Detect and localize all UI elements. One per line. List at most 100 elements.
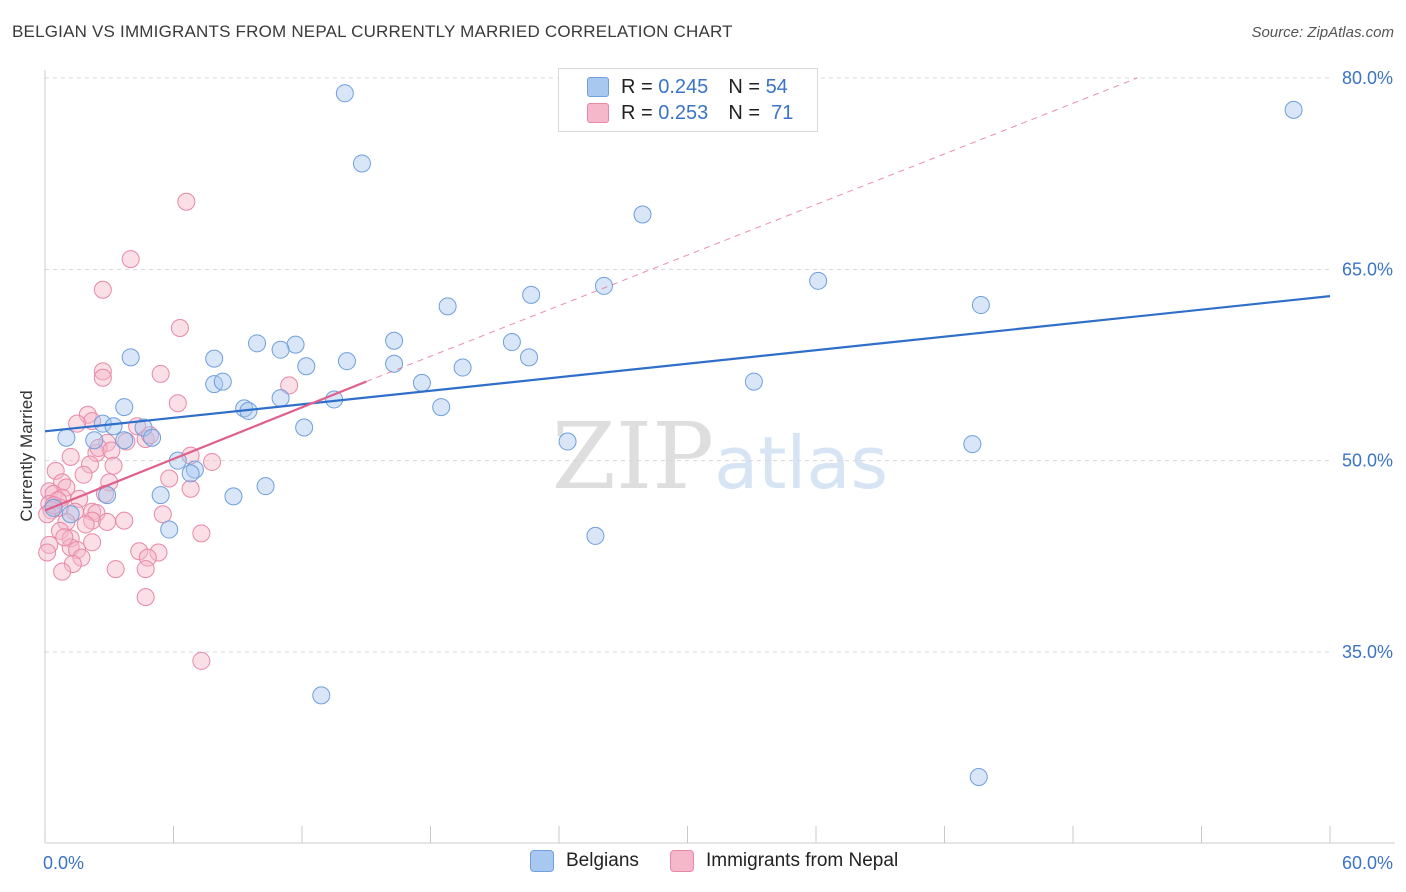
- belgian-point: [432, 398, 451, 417]
- nepal-point: [74, 465, 93, 484]
- belgian-point: [271, 389, 290, 408]
- x-tick-label: 60.0%: [1342, 853, 1393, 873]
- belgian-point: [558, 432, 577, 451]
- nepal-point: [181, 479, 200, 498]
- belgian-point: [205, 349, 224, 368]
- nepal-point: [93, 368, 112, 387]
- legend-n-label: N =: [728, 101, 760, 124]
- belgian-point: [160, 520, 179, 539]
- belgian-point: [335, 84, 354, 103]
- belgian-point: [271, 340, 290, 359]
- x-tick-label: 0.0%: [43, 853, 84, 873]
- nepal-point: [192, 651, 211, 670]
- belgian-point: [115, 398, 134, 417]
- nepal-point: [102, 441, 121, 460]
- belgian-point: [312, 686, 331, 705]
- nepal-point: [55, 528, 74, 547]
- x-tick-labels: 0.0% 60.0%: [43, 853, 1393, 873]
- belgian-point: [213, 372, 232, 391]
- bottom-legend-belgians: Belgians: [530, 850, 639, 872]
- belgian-point: [121, 348, 140, 367]
- grid-lines: [45, 77, 1330, 653]
- belgian-point: [520, 348, 539, 367]
- y-tick-label: 50.0%: [1342, 451, 1393, 471]
- nepal-point: [53, 562, 72, 581]
- nepal-point: [192, 524, 211, 543]
- belgian-point: [522, 285, 541, 304]
- belgian-point: [809, 271, 828, 290]
- belgian-point: [85, 431, 104, 450]
- watermark-atlas: atlas: [714, 421, 888, 505]
- nepal-point: [83, 533, 102, 552]
- legend-r-value: 0.253: [658, 101, 709, 124]
- belgian-point: [337, 352, 356, 371]
- bottom-legend-swatch-belgians: [530, 850, 554, 872]
- belgian-point: [963, 435, 982, 454]
- nepal-point: [151, 364, 170, 383]
- y-tick-label: 65.0%: [1342, 259, 1393, 279]
- nepal-point: [153, 505, 172, 524]
- nepal-point: [63, 554, 82, 573]
- belgian-point: [438, 297, 457, 316]
- legend-row-belgians: R = 0.245 N = 54: [587, 74, 788, 100]
- legend-row-nepal: R = 0.253 N = 71: [587, 100, 793, 126]
- belgian-point: [969, 768, 988, 787]
- bottom-legend-label: Immigrants from Nepal: [706, 850, 899, 871]
- belgian-point: [586, 526, 605, 545]
- nepal-point: [80, 455, 99, 474]
- belgian-point: [297, 357, 316, 376]
- nepal-point: [93, 362, 112, 381]
- belgian-point: [453, 358, 472, 377]
- nepal-point: [46, 461, 65, 480]
- legend-r-label: R =: [621, 101, 653, 124]
- axes: [44, 70, 1395, 844]
- nepal-point: [149, 543, 168, 562]
- legend-n-value: 54: [765, 75, 788, 98]
- nepal-point: [106, 560, 125, 579]
- legend-n-label: N =: [728, 75, 760, 98]
- belgian-point: [295, 418, 314, 437]
- nepal-point: [115, 511, 134, 530]
- nepal-point: [170, 319, 189, 338]
- belgian-point: [248, 334, 267, 353]
- nepal-point: [38, 543, 57, 562]
- nepal-point: [121, 250, 140, 269]
- belgian-point: [385, 331, 404, 350]
- nepal-point: [136, 588, 155, 607]
- belgian-point: [286, 335, 305, 354]
- source-label: Source: ZipAtlas.com: [1251, 24, 1394, 41]
- y-tick-label: 35.0%: [1342, 642, 1393, 662]
- bottom-legend-swatch-nepal: [670, 850, 694, 872]
- bottom-legend-nepal: Immigrants from Nepal: [670, 850, 898, 872]
- nepal-point: [76, 515, 95, 534]
- belgian-point: [256, 477, 275, 496]
- belgian-point: [61, 505, 80, 524]
- chart-title: BELGIAN VS IMMIGRANTS FROM NEPAL CURRENT…: [12, 22, 733, 41]
- nepal-point: [177, 192, 196, 211]
- nepal-point: [104, 456, 123, 475]
- belgian-point: [224, 487, 243, 506]
- nepal-point: [136, 560, 155, 579]
- nepal-point: [168, 394, 187, 413]
- nepal-points: [38, 192, 299, 670]
- belgian-point: [151, 486, 170, 505]
- watermark-zip: ZIP: [552, 403, 714, 510]
- trend-lines: [44, 77, 1331, 512]
- legend-swatch-nepal: [587, 103, 609, 123]
- belgian-point: [744, 372, 763, 391]
- belgian-point: [385, 354, 404, 373]
- nepal-point: [160, 469, 179, 488]
- legend-r-value: 0.245: [658, 75, 709, 98]
- belgian-point: [352, 154, 371, 173]
- nepal-point: [138, 548, 157, 567]
- belgian-point: [143, 428, 162, 447]
- watermark: ZIPatlas: [552, 403, 888, 510]
- nepal-point: [93, 280, 112, 299]
- belgian-point: [181, 464, 200, 483]
- nepal-point: [98, 512, 117, 531]
- belgian-point: [633, 205, 652, 224]
- bottom-legend-label: Belgians: [566, 850, 639, 871]
- belgian-point: [412, 373, 431, 392]
- nepal-point: [140, 426, 159, 445]
